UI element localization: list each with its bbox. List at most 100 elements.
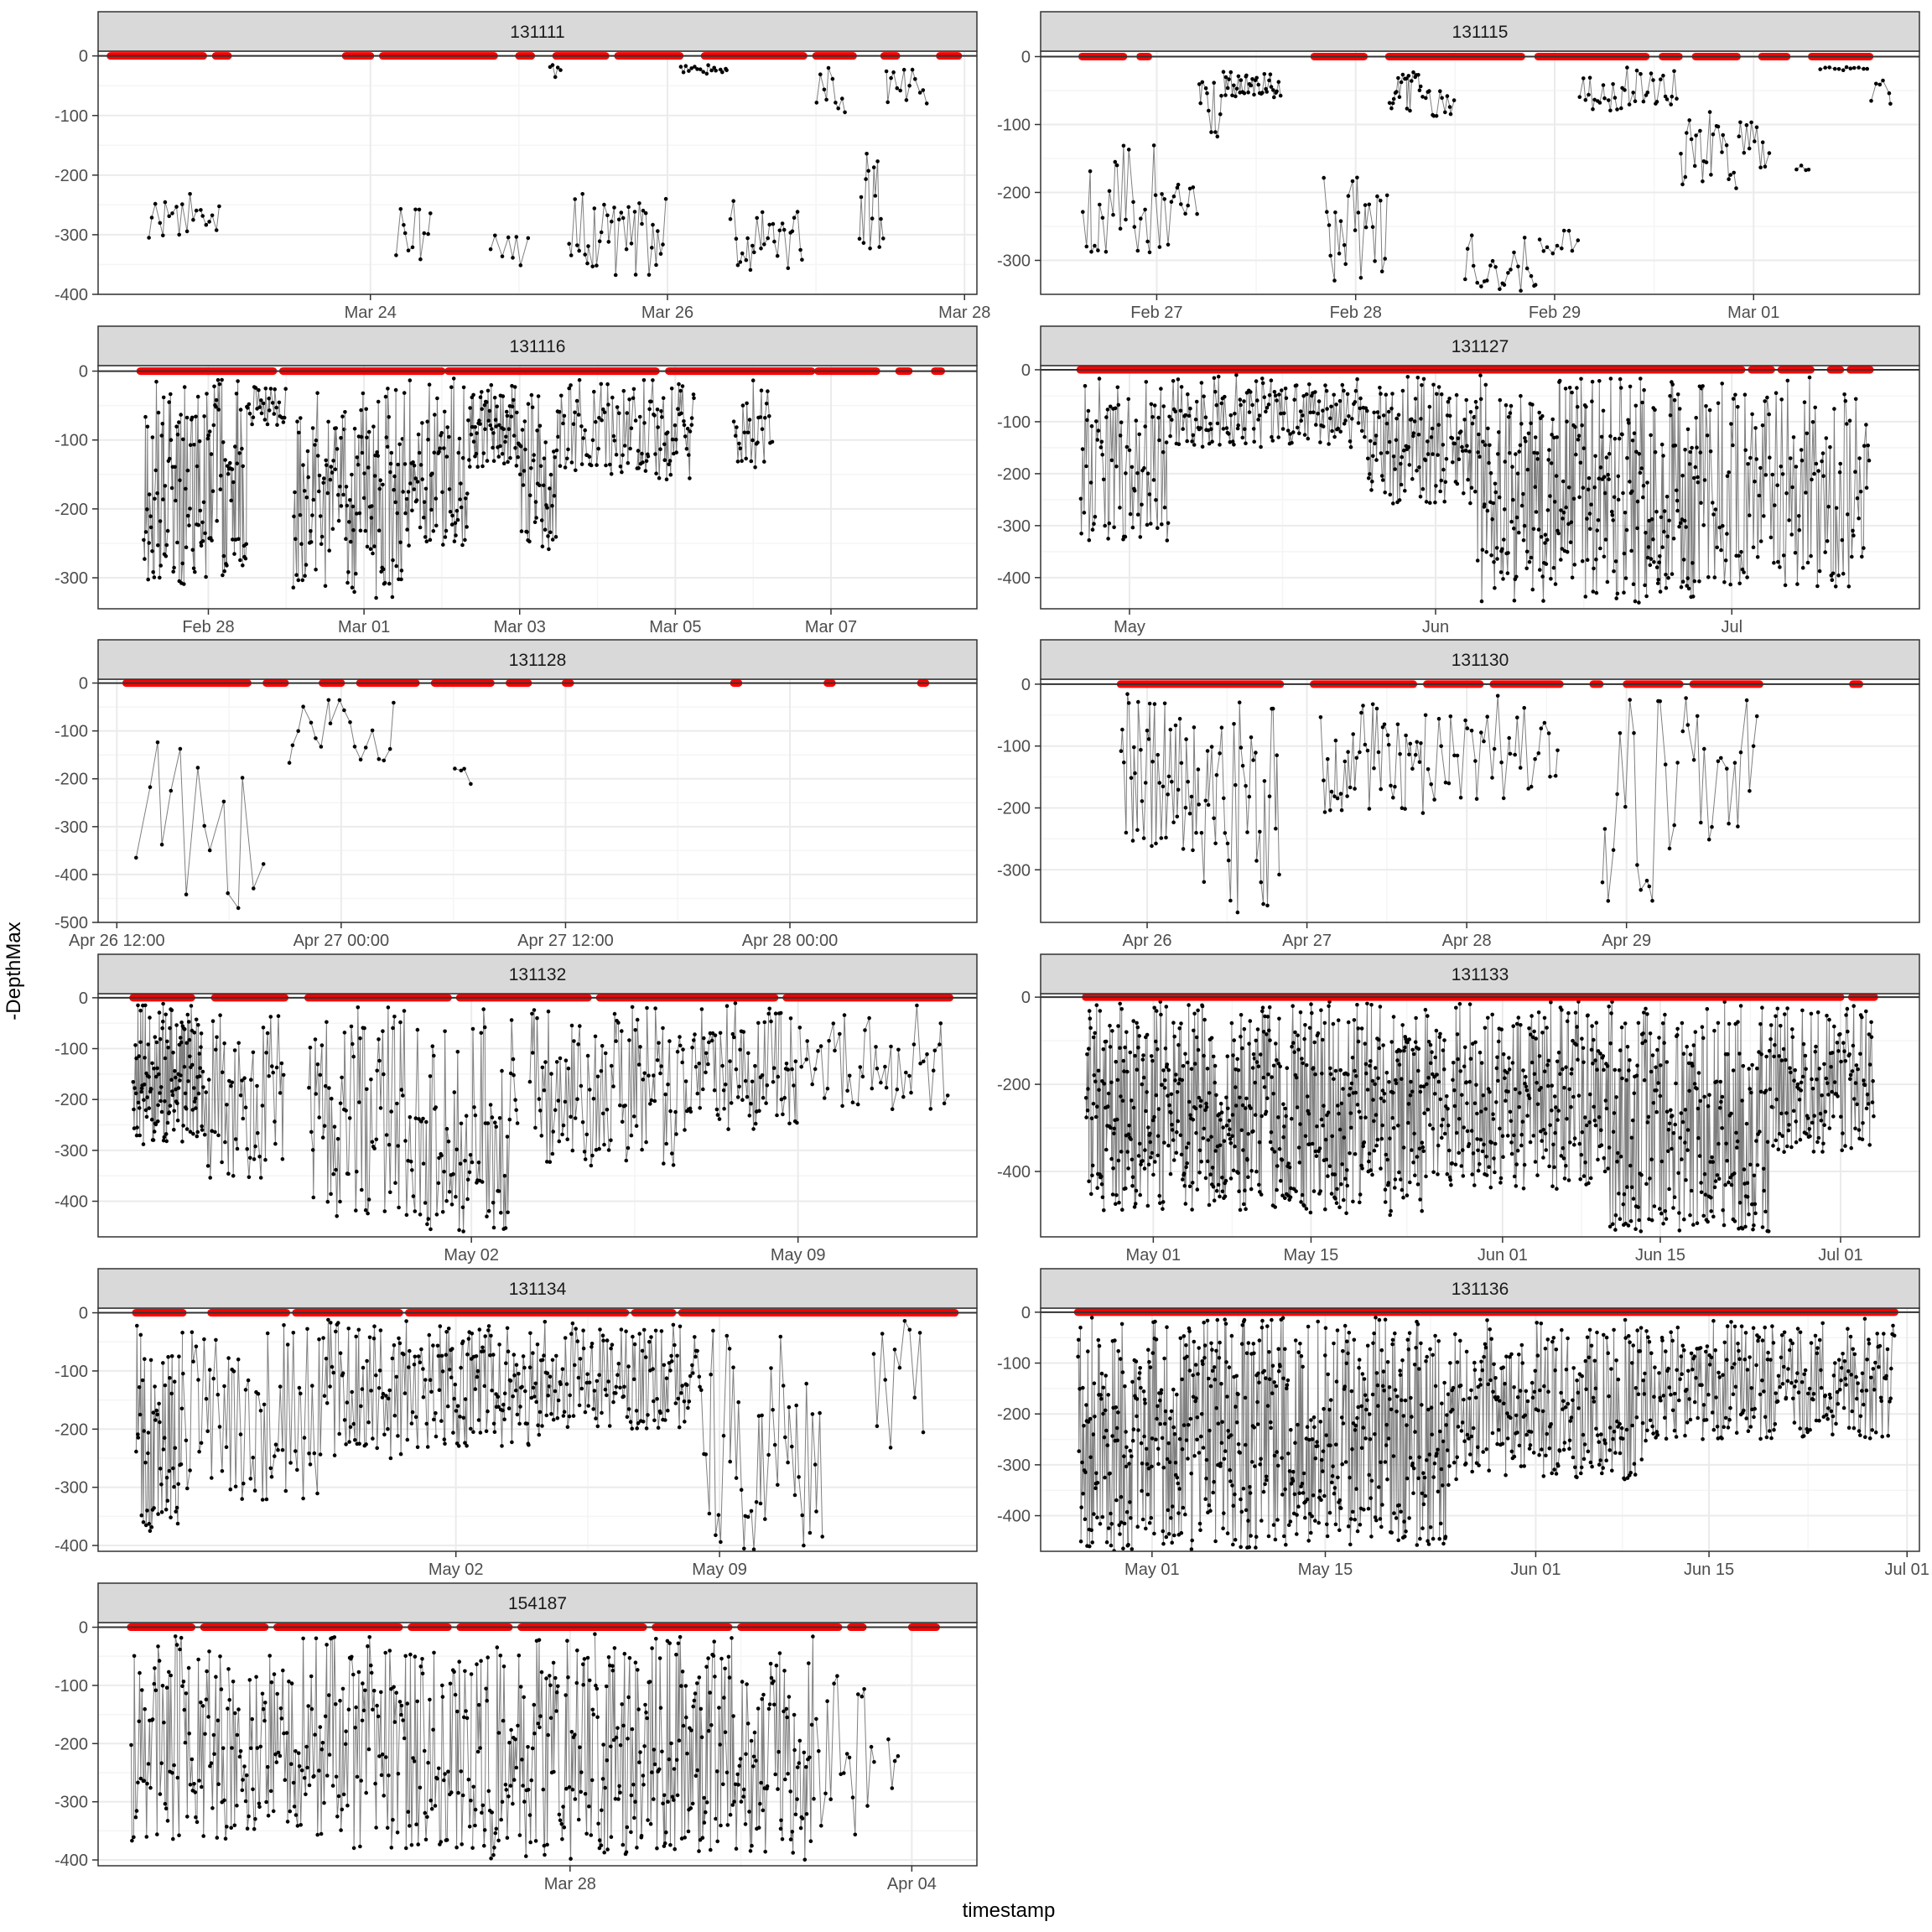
dive-point [248,1156,252,1161]
dive-point [678,1043,683,1048]
dive-point [210,538,214,543]
y-tick-label: -100 [997,738,1031,756]
dive-track-line [135,1325,184,1531]
x-tick-label: Jun 15 [1635,1246,1685,1265]
dive-point [1123,534,1128,539]
dive-point [1662,1041,1666,1045]
dive-point [153,201,158,206]
dive-point [1167,1103,1171,1108]
dive-point [1805,560,1810,565]
dive-point [473,1387,478,1391]
dive-point [1831,571,1836,576]
dive-point [1707,1093,1711,1097]
dive-point [519,529,524,533]
dive-point [362,471,366,475]
dive-point [818,72,823,76]
dive-point [1137,1141,1142,1146]
dive-point [1525,1114,1530,1118]
dive-point [1439,1123,1444,1128]
dive-point [1292,1050,1296,1054]
dive-point [1814,1044,1818,1049]
dive-point [392,474,397,479]
dive-point [1691,1223,1696,1227]
dive-point [1602,1156,1607,1161]
dive-point [1839,1059,1843,1064]
dive-point [1864,1009,1868,1014]
dive-point [1794,465,1799,469]
dive-point [1527,559,1532,564]
dive-point [1441,1117,1445,1122]
dive-point [1691,758,1696,762]
dive-point [633,273,638,277]
dive-point [1213,1149,1218,1153]
dive-point [150,435,155,439]
dive-point [1637,600,1641,605]
dive-point [261,862,266,866]
dive-point [1211,1054,1216,1059]
dive-point [185,1012,190,1017]
dive-point [458,1161,463,1166]
dive-point [275,423,279,428]
dive-point [759,247,763,251]
dive-point [533,500,538,504]
dive-point [352,426,357,431]
dive-point [1143,424,1147,428]
dive-point [624,1329,628,1333]
dive-point [709,68,714,73]
dive-point [1374,1143,1379,1148]
dive-point [591,1097,596,1101]
dive-point [179,1073,183,1078]
dive-point [1206,1159,1210,1164]
dive-point [1423,713,1428,718]
dive-point [1615,792,1619,797]
dive-point [1166,774,1171,779]
dive-track-line [402,378,468,546]
dive-point [1679,584,1684,589]
dive-point [1394,416,1399,421]
dive-point [1774,1138,1779,1143]
dive-point [555,65,560,70]
dive-point [327,548,332,553]
dive-point [473,425,477,429]
dive-point [646,1413,650,1417]
dive-point [1476,1168,1481,1173]
dive-point [378,1328,383,1332]
dive-point [334,1329,338,1334]
dive-point [331,1370,336,1375]
dive-point [1729,1111,1733,1116]
dive-point [293,537,298,542]
dive-point [448,510,453,514]
dive-point [767,222,771,227]
dive-point [269,1474,274,1479]
dive-point [1537,237,1542,242]
dive-point [795,210,800,214]
dive-point [552,494,557,498]
dive-point [397,442,402,447]
dive-point [1511,497,1515,502]
dive-point [1602,827,1607,831]
dive-point [392,1015,397,1019]
x-tick-label: Mar 24 [345,304,397,322]
dive-point [1515,471,1520,475]
dive-point [155,740,160,745]
dive-point [1294,1189,1298,1193]
dive-point [1545,1062,1550,1067]
dive-point [133,1091,138,1096]
dive-point [233,1137,238,1141]
dive-point [1800,1008,1805,1013]
dive-point [637,1332,641,1336]
dive-point [1519,288,1523,293]
dive-point [717,1117,722,1121]
dive-point [161,1361,165,1365]
dive-point [248,1477,253,1481]
dive-point [1574,1042,1579,1047]
dive-point [1784,1057,1788,1062]
dive-point [1389,106,1394,111]
dive-point [377,486,382,491]
dive-point [231,1369,236,1374]
dive-point [1469,1129,1474,1133]
dive-point [626,460,631,465]
dive-point [200,214,205,218]
dive-point [1175,1130,1179,1135]
dive-point [1178,1133,1183,1138]
